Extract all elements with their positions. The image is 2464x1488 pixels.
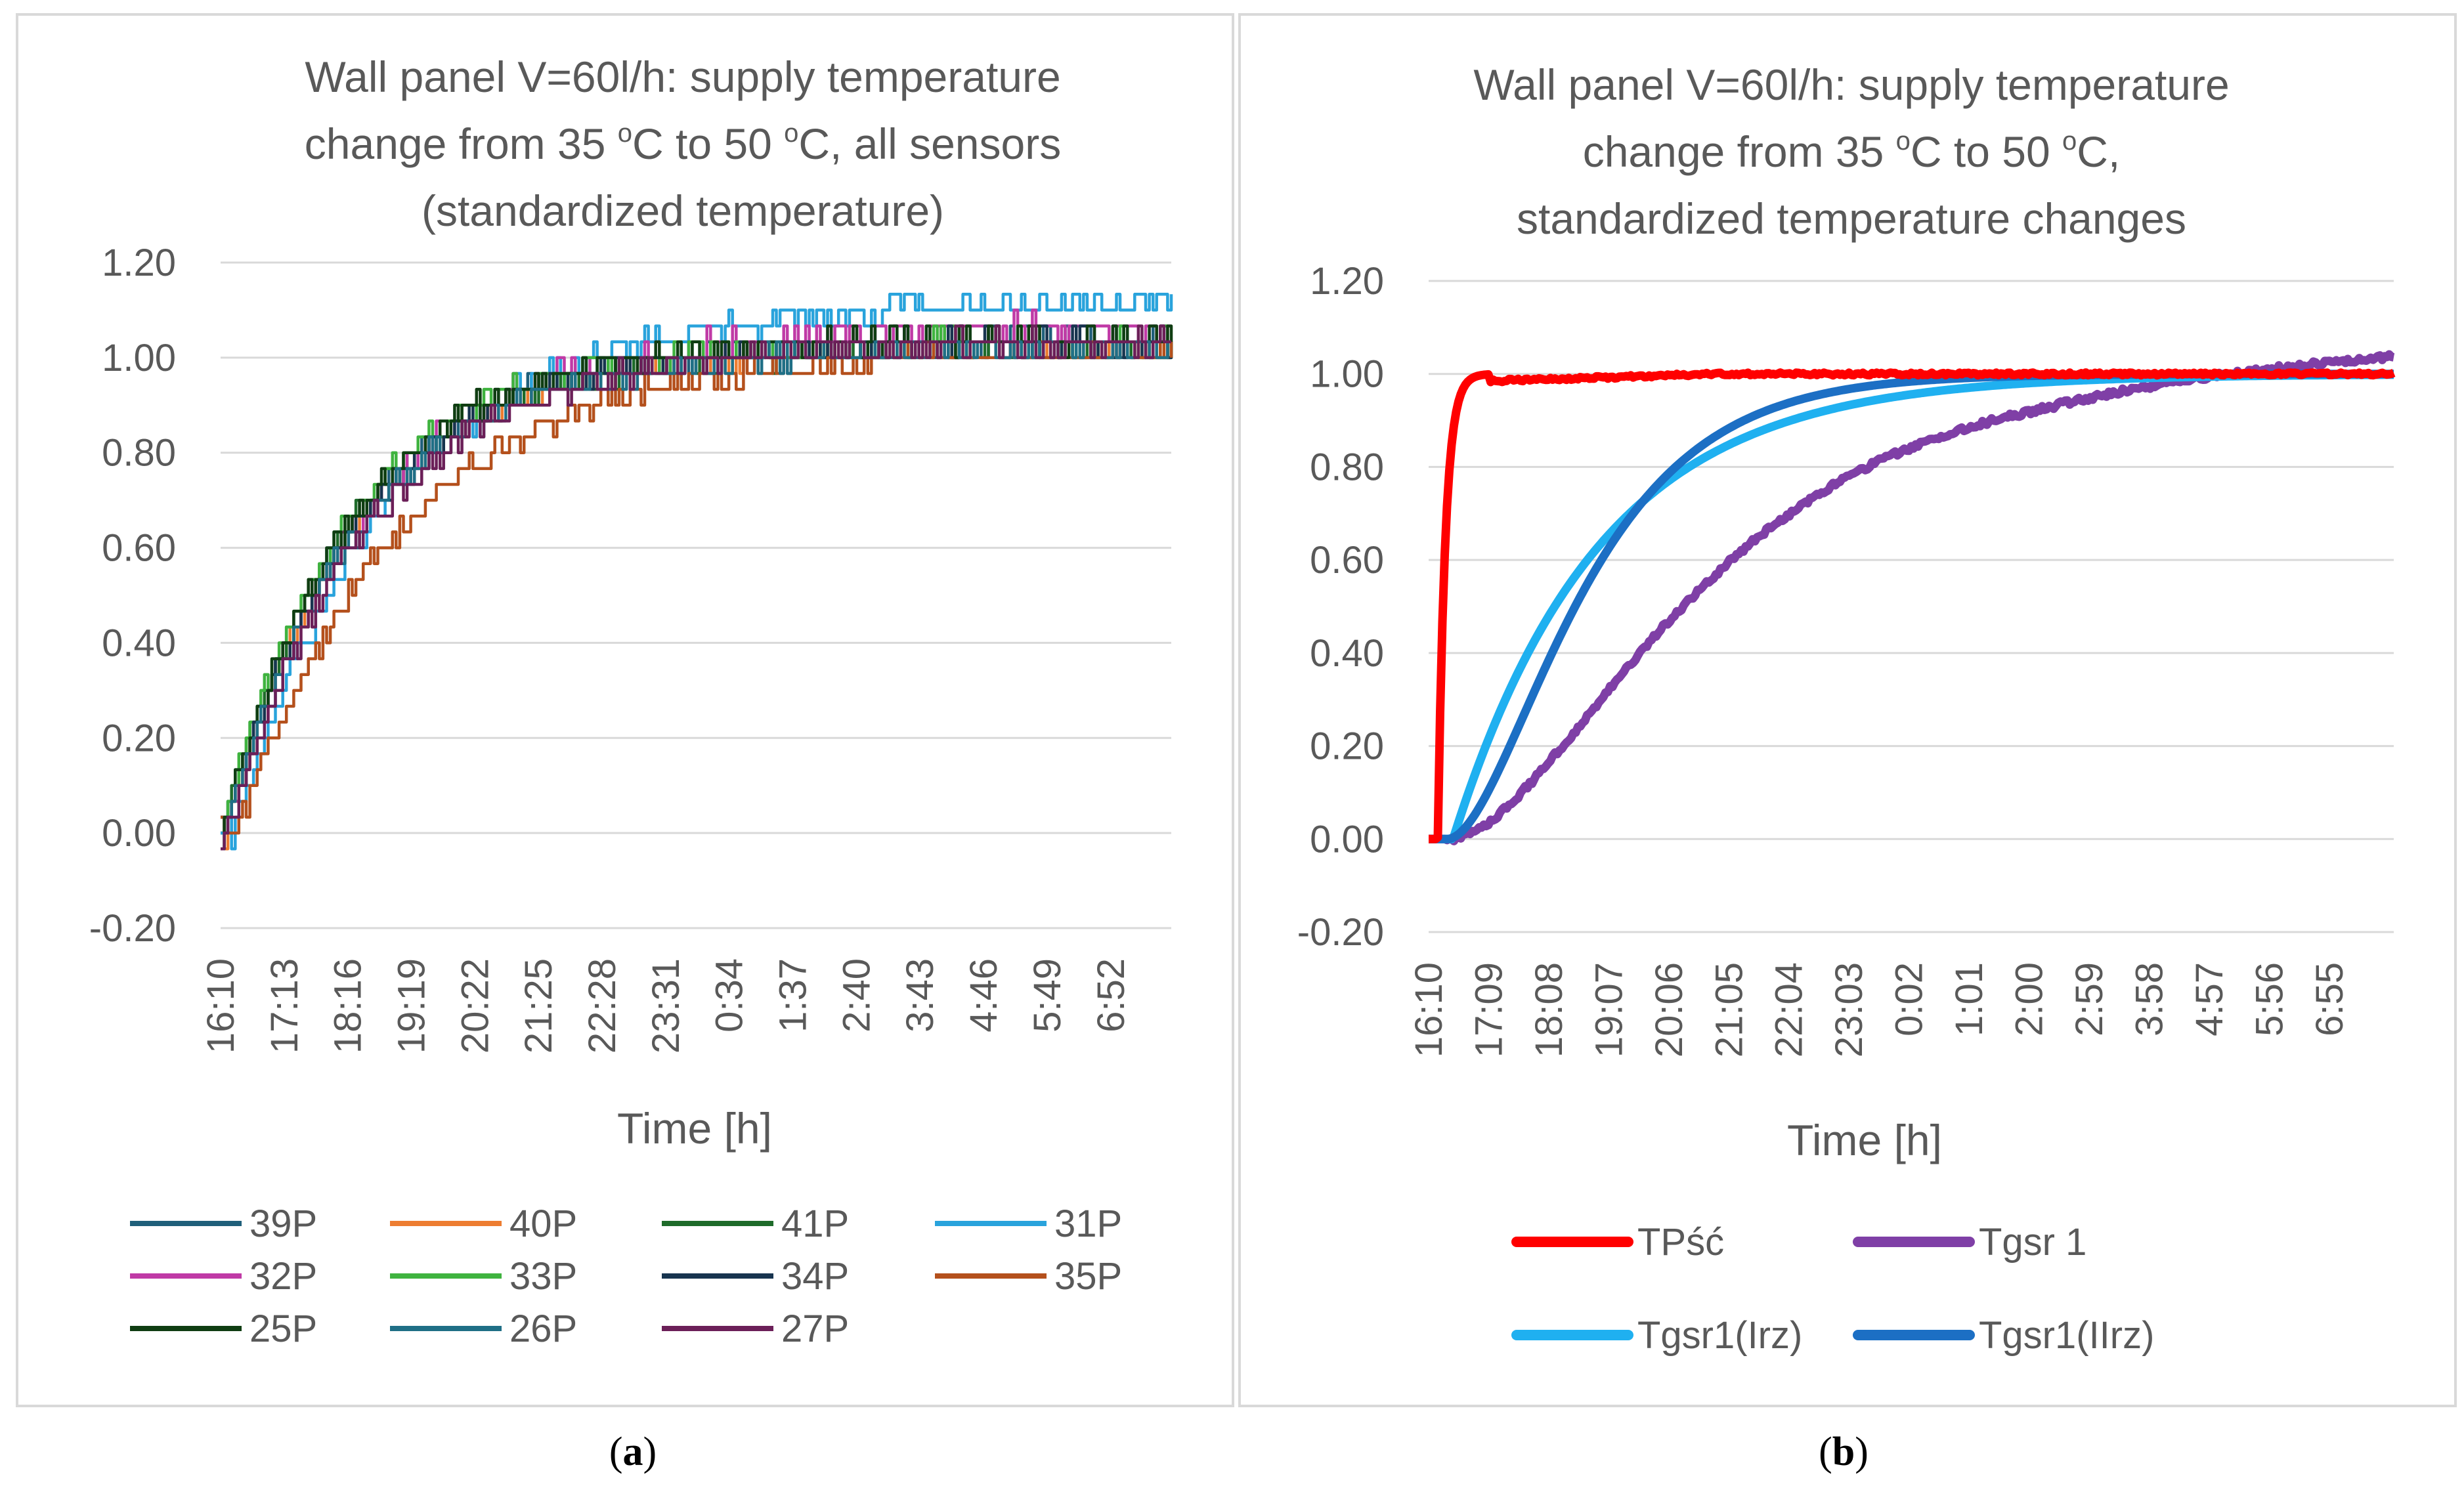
x-tick-label: 5:49 — [1026, 958, 1069, 1032]
y-tick-label: 1.20 — [102, 242, 176, 284]
y-tick-label: 0.20 — [1310, 725, 1384, 768]
chart-b-title-line2: change from 35 oC to 50 oC, — [1583, 127, 2121, 176]
y-tick-label: 0.60 — [102, 527, 176, 570]
x-tick-label: 19:07 — [1588, 962, 1630, 1057]
legend-label: 34P — [781, 1255, 849, 1298]
chart-b: 1.20 1.00 0.80 0.60 0.40 0.20 0.00 -0.20 16:10 17… — [1297, 260, 2396, 1057]
x-tick-label: 18:08 — [1528, 962, 1570, 1057]
series-line-27p — [221, 324, 1171, 851]
x-tick-label: 21:05 — [1708, 962, 1750, 1057]
x-tick-label: 1:01 — [1948, 962, 1991, 1036]
chart-a-xlabel: Time [h] — [617, 1104, 772, 1153]
legend-label: 32P — [249, 1255, 317, 1298]
x-tick-label: 6:55 — [2308, 962, 2351, 1036]
x-tick-label: 16:10 — [1408, 962, 1450, 1057]
x-tick-label: 2:40 — [835, 958, 878, 1032]
y-tick-label: 1.00 — [102, 337, 176, 379]
x-tick-label: 21:25 — [517, 958, 560, 1053]
chart-b-title-line3: standardized temperature changes — [1517, 194, 2186, 243]
x-tick-label: 19:19 — [391, 958, 433, 1053]
y-tick-label: 1.20 — [1310, 260, 1384, 303]
legend-label: TPść — [1637, 1221, 1724, 1264]
series-line-tp — [1427, 368, 2396, 843]
chart-b-xlabel: Time [h] — [1787, 1116, 1942, 1164]
y-tick-label: 0.80 — [102, 432, 176, 475]
x-tick-label: 3:58 — [2128, 962, 2171, 1036]
chart-a-title-line1: Wall panel V=60l/h: supply temperature — [305, 53, 1060, 101]
x-tick-label: 20:06 — [1648, 962, 1691, 1057]
legend-label: 31P — [1054, 1202, 1122, 1245]
legend-label: 26P — [509, 1307, 577, 1350]
x-tick-label: 17:13 — [263, 958, 306, 1053]
legend-label: 40P — [509, 1202, 577, 1245]
x-tick-label: 0:02 — [1888, 962, 1931, 1036]
y-tick-label: 0.60 — [1310, 539, 1384, 582]
x-tick-label: 4:46 — [962, 958, 1005, 1032]
y-tick-label: 0.40 — [1310, 632, 1384, 675]
chart-a-title-line3: (standardized temperature) — [421, 186, 944, 235]
y-tick-label: 0.80 — [1310, 446, 1384, 488]
y-tick-label: -0.20 — [1297, 911, 1384, 954]
x-tick-label: 5:56 — [2248, 962, 2291, 1036]
legend-label: Tgsr1(IIrz) — [1979, 1314, 2154, 1357]
caption-b: (b) — [1819, 1430, 1869, 1474]
chart-b-legend: TPść Tgsr 1 Tgsr1(Irz) Tgsr1(IIrz) — [1511, 1221, 2154, 1357]
x-tick-label: 23:31 — [645, 958, 687, 1053]
x-tick-label: 20:22 — [454, 958, 496, 1053]
y-tick-label: 0.00 — [102, 812, 176, 855]
y-tick-label: 0.00 — [1310, 818, 1384, 861]
y-tick-label: 0.40 — [102, 622, 176, 664]
legend-label: 41P — [781, 1202, 849, 1245]
x-tick-label: 2:59 — [2068, 962, 2111, 1036]
x-tick-label: 4:57 — [2188, 962, 2231, 1036]
chart-a-legend: 39P 40P 41P 31P 32P 33P 34P 35P 25P 26P 27P — [130, 1202, 1122, 1350]
legend-label: 35P — [1054, 1255, 1122, 1298]
x-tick-label: 1:37 — [772, 958, 815, 1032]
panel-a-frame — [16, 13, 1234, 1407]
caption-a: (a) — [609, 1430, 657, 1474]
chart-b-title-line1: Wall panel V=60l/h: supply temperature — [1473, 60, 2229, 109]
x-tick-label: 22:04 — [1768, 962, 1811, 1057]
x-tick-label: 6:52 — [1090, 958, 1133, 1032]
legend-label: 27P — [781, 1307, 849, 1350]
legend-label: 39P — [249, 1202, 317, 1245]
x-tick-label: 3:43 — [899, 958, 941, 1032]
y-tick-label: -0.20 — [89, 907, 176, 950]
y-tick-label: 0.20 — [102, 717, 176, 759]
x-tick-label: 0:34 — [708, 958, 751, 1032]
x-tick-label: 18:16 — [327, 958, 370, 1053]
legend-label: Tgsr 1 — [1979, 1221, 2086, 1264]
chart-a-title-line2: change from 35 oC to 50 oC, all sensors — [305, 119, 1061, 168]
x-tick-label: 16:10 — [200, 958, 242, 1053]
legend-label: 25P — [249, 1307, 317, 1350]
x-tick-label: 22:28 — [581, 958, 624, 1053]
y-tick-label: 1.00 — [1310, 353, 1384, 396]
legend-label: 33P — [509, 1255, 577, 1298]
chart-a: 1.20 1.00 0.80 0.60 0.40 0.20 0.00 -0.20 16:10 17… — [89, 242, 1173, 1053]
x-tick-label: 2:00 — [2008, 962, 2051, 1036]
x-tick-label: 17:09 — [1467, 962, 1510, 1057]
legend-label: Tgsr1(Irz) — [1637, 1314, 1802, 1357]
x-tick-label: 23:03 — [1828, 962, 1870, 1057]
